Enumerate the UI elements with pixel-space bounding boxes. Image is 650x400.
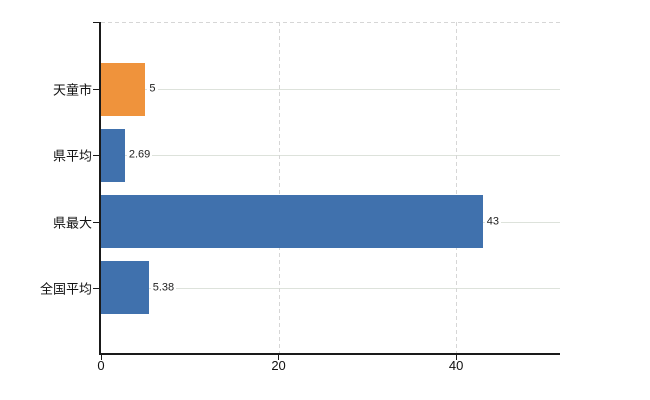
row-gridline: [101, 287, 560, 289]
bar-value-label: 2.69: [126, 148, 153, 162]
vertical-gridline: [456, 22, 458, 353]
category-label: 県平均: [52, 148, 92, 164]
x-axis-tick: [455, 355, 457, 360]
plot-area: 5 2.69 43 5.38: [93, 22, 560, 360]
category-label: 県最大: [52, 215, 92, 231]
bar: [101, 128, 125, 182]
category-label: 全国平均: [39, 281, 92, 297]
x-tick-label: 20: [271, 358, 286, 373]
y-axis-line: [99, 22, 101, 355]
y-axis-tick: [93, 221, 101, 223]
x-axis-tick: [100, 355, 102, 360]
x-axis-tick: [278, 355, 280, 360]
x-axis-tick-labels: 0 20 40: [97, 358, 560, 378]
category-label: 天童市: [52, 82, 92, 98]
y-axis-tick: [93, 89, 101, 90]
x-axis-line: [99, 353, 560, 355]
bar-value-label: 5: [147, 82, 158, 96]
y-axis-tick: [93, 155, 101, 157]
bar: [101, 62, 146, 116]
row-gridline: [101, 155, 560, 157]
vertical-gridline: [278, 22, 280, 353]
y-axis-category-labels: 天童市県平均県最大全国平均: [0, 22, 92, 353]
x-tick-label: 0: [97, 358, 105, 373]
x-tick-label: 40: [448, 358, 464, 373]
bar: [101, 195, 483, 249]
row-gridline: [101, 89, 560, 90]
y-axis-tick: [93, 287, 101, 289]
bar-value-label: 43: [484, 215, 501, 229]
bar: [101, 261, 149, 315]
y-axis-top-tick: [93, 22, 101, 23]
plot-top-border: [101, 22, 560, 23]
bar-value-label: 5.38: [150, 281, 177, 295]
